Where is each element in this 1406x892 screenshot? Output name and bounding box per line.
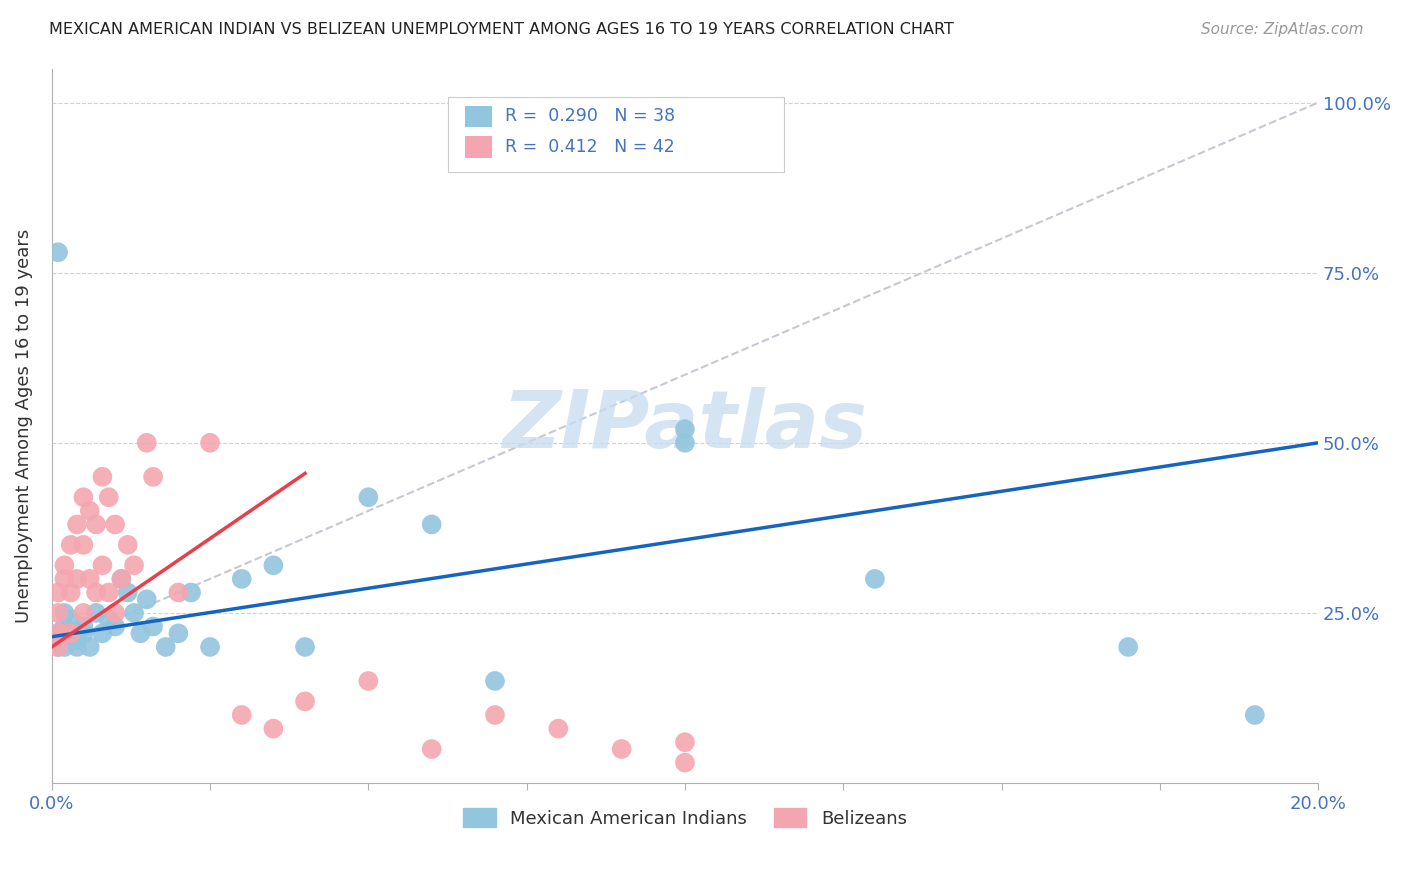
Point bbox=[262, 558, 284, 573]
Point bbox=[231, 572, 253, 586]
Point bbox=[91, 470, 114, 484]
Point bbox=[59, 626, 82, 640]
Point bbox=[104, 606, 127, 620]
Point bbox=[91, 626, 114, 640]
Point bbox=[180, 585, 202, 599]
Point bbox=[122, 558, 145, 573]
Point bbox=[110, 572, 132, 586]
Point bbox=[294, 694, 316, 708]
Point bbox=[117, 538, 139, 552]
Point bbox=[484, 708, 506, 723]
Point bbox=[66, 517, 89, 532]
Point bbox=[46, 585, 69, 599]
Point bbox=[673, 735, 696, 749]
Point bbox=[420, 517, 443, 532]
Point bbox=[129, 626, 152, 640]
Point bbox=[46, 640, 69, 654]
Point bbox=[673, 435, 696, 450]
Point bbox=[1243, 708, 1265, 723]
Point bbox=[155, 640, 177, 654]
FancyBboxPatch shape bbox=[464, 136, 492, 158]
Point bbox=[142, 470, 165, 484]
Y-axis label: Unemployment Among Ages 16 to 19 years: Unemployment Among Ages 16 to 19 years bbox=[15, 228, 32, 623]
Point bbox=[53, 626, 76, 640]
Point bbox=[59, 626, 82, 640]
Point bbox=[135, 435, 157, 450]
Point bbox=[420, 742, 443, 756]
Point bbox=[610, 742, 633, 756]
Point bbox=[167, 626, 190, 640]
Point bbox=[46, 640, 69, 654]
Point bbox=[84, 585, 107, 599]
Point bbox=[357, 673, 380, 688]
Point bbox=[59, 585, 82, 599]
Point bbox=[117, 585, 139, 599]
Point bbox=[484, 673, 506, 688]
Point bbox=[91, 558, 114, 573]
Legend: Mexican American Indians, Belizeans: Mexican American Indians, Belizeans bbox=[456, 801, 914, 835]
Point bbox=[547, 722, 569, 736]
Point bbox=[79, 572, 101, 586]
Point bbox=[84, 606, 107, 620]
Point bbox=[1116, 640, 1139, 654]
Point bbox=[66, 640, 89, 654]
Point bbox=[72, 606, 94, 620]
Point bbox=[357, 490, 380, 504]
Point bbox=[198, 435, 221, 450]
Point bbox=[97, 585, 120, 599]
Point bbox=[53, 558, 76, 573]
Point bbox=[262, 722, 284, 736]
Point bbox=[97, 490, 120, 504]
Point bbox=[79, 504, 101, 518]
FancyBboxPatch shape bbox=[464, 105, 492, 128]
Point bbox=[104, 517, 127, 532]
Point bbox=[104, 619, 127, 633]
Point bbox=[673, 756, 696, 770]
Point bbox=[122, 606, 145, 620]
Point bbox=[231, 708, 253, 723]
Point bbox=[46, 626, 69, 640]
Text: MEXICAN AMERICAN INDIAN VS BELIZEAN UNEMPLOYMENT AMONG AGES 16 TO 19 YEARS CORRE: MEXICAN AMERICAN INDIAN VS BELIZEAN UNEM… bbox=[49, 22, 955, 37]
Point bbox=[59, 538, 82, 552]
Point bbox=[72, 626, 94, 640]
Point bbox=[66, 633, 89, 648]
Point bbox=[198, 640, 221, 654]
Point bbox=[46, 626, 69, 640]
Text: ZIPatlas: ZIPatlas bbox=[502, 387, 868, 465]
Point bbox=[863, 572, 886, 586]
Text: R =  0.412   N = 42: R = 0.412 N = 42 bbox=[505, 138, 675, 156]
Point bbox=[135, 592, 157, 607]
Text: R =  0.290   N = 38: R = 0.290 N = 38 bbox=[505, 107, 675, 126]
Text: Source: ZipAtlas.com: Source: ZipAtlas.com bbox=[1201, 22, 1364, 37]
Point bbox=[142, 619, 165, 633]
Point bbox=[53, 606, 76, 620]
Point bbox=[53, 640, 76, 654]
Point bbox=[72, 490, 94, 504]
Point bbox=[72, 619, 94, 633]
Point bbox=[110, 572, 132, 586]
Point bbox=[84, 517, 107, 532]
Point bbox=[167, 585, 190, 599]
Point bbox=[66, 572, 89, 586]
Point bbox=[53, 619, 76, 633]
Point bbox=[97, 613, 120, 627]
Point bbox=[673, 422, 696, 436]
Point bbox=[46, 245, 69, 260]
Point bbox=[46, 606, 69, 620]
Point bbox=[59, 613, 82, 627]
FancyBboxPatch shape bbox=[449, 97, 783, 172]
Point bbox=[79, 640, 101, 654]
Point bbox=[294, 640, 316, 654]
Point bbox=[53, 572, 76, 586]
Point bbox=[72, 538, 94, 552]
